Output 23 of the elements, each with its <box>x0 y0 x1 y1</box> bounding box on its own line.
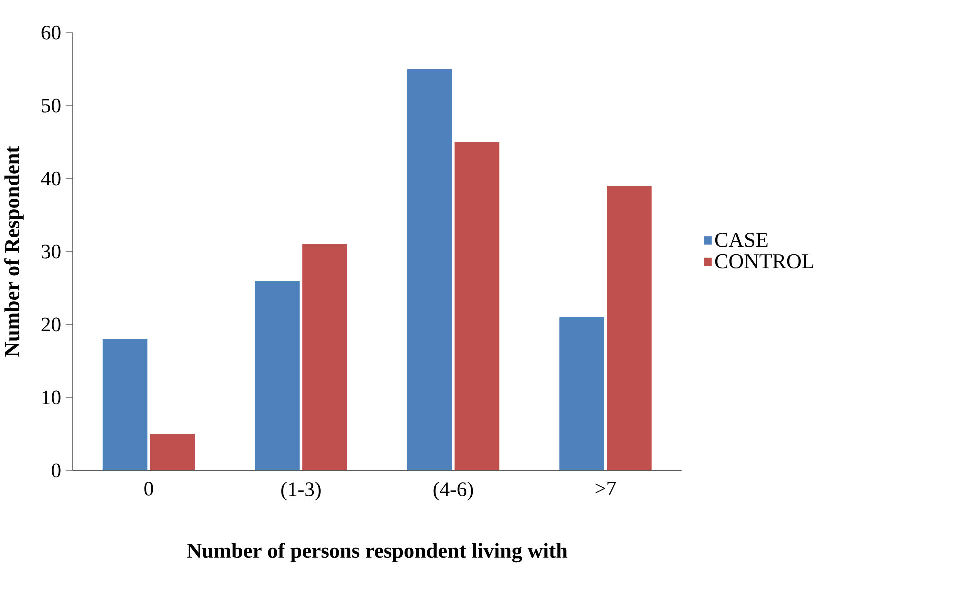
x-axis-title: Number of persons respondent living with <box>187 542 568 563</box>
bar <box>150 434 196 471</box>
legend-label: CONTROL <box>715 254 814 269</box>
y-tick-label: 30 <box>42 244 61 259</box>
x-tick-label: (1-3) <box>282 482 321 501</box>
bar <box>560 317 604 471</box>
bar <box>454 142 500 471</box>
x-tick-label: 0 <box>144 482 154 496</box>
y-tick-label: 40 <box>41 172 61 186</box>
bar <box>302 244 348 471</box>
bar <box>407 69 452 471</box>
y-tick-label: 20 <box>42 318 61 332</box>
bar <box>255 280 300 471</box>
bar <box>102 339 148 471</box>
y-tick-label: 50 <box>42 98 61 113</box>
x-tick-label: >7 <box>596 482 616 496</box>
x-tick-label: (4-6) <box>434 482 474 501</box>
y-tick-label: 10 <box>42 390 61 405</box>
bar <box>607 186 652 471</box>
legend-label: CASE <box>715 233 768 248</box>
y-tick-label: 60 <box>42 26 61 40</box>
y-axis-title: Number of Respondent <box>4 146 24 357</box>
y-tick-label: 0 <box>52 464 61 478</box>
